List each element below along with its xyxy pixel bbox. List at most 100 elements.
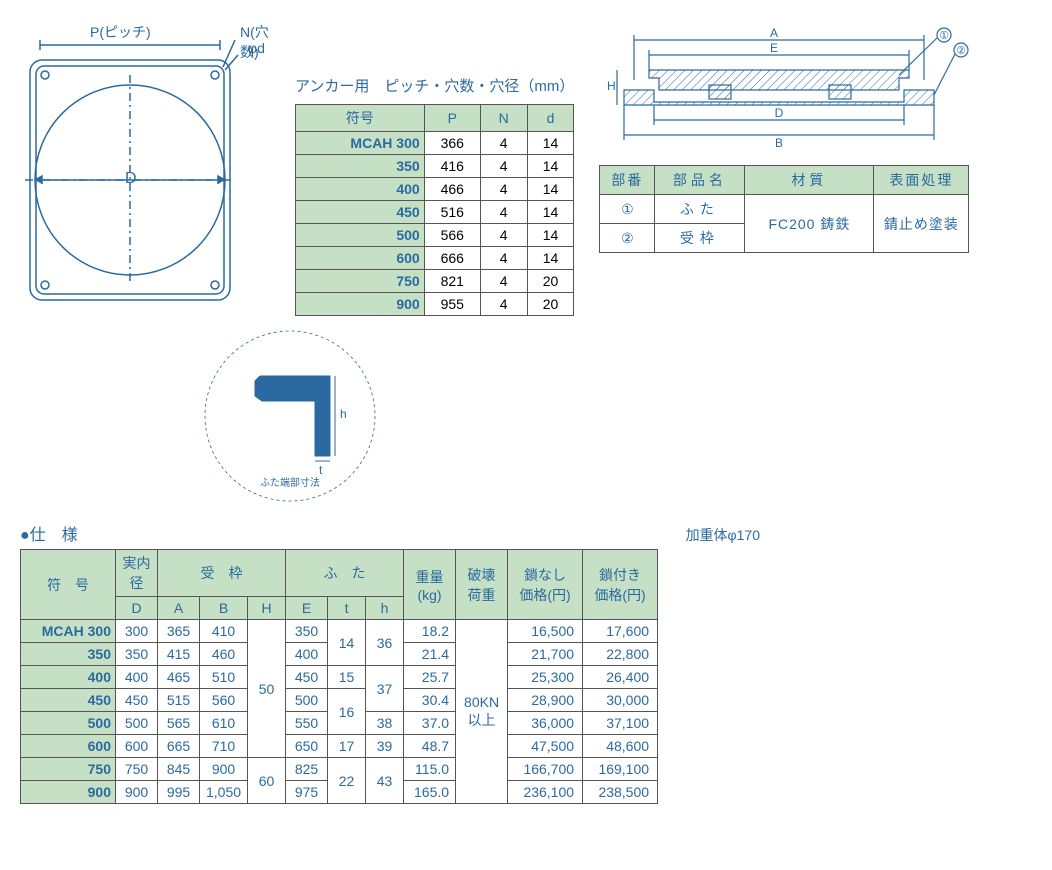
spec-row-p2: 22,800 (583, 643, 658, 666)
spec-h-break: 破壊 荷重 (456, 550, 508, 620)
spec-row-B: 900 (200, 758, 248, 781)
spec-row-weight: 18.2 (404, 620, 456, 643)
callout-2: ② (956, 45, 966, 57)
label-phi-d: φd (248, 40, 265, 56)
anchor-row-d: 14 (527, 178, 574, 201)
spec-row-E: 500 (286, 689, 328, 712)
anchor-row-code: 500 (296, 224, 425, 247)
spec-row-D: 500 (116, 712, 158, 735)
anchor-row-N: 4 (480, 178, 527, 201)
anchor-row-P: 516 (424, 201, 480, 224)
anchor-h-d: d (527, 105, 574, 132)
spec-row-B: 510 (200, 666, 248, 689)
spec-row-code: 350 (21, 643, 116, 666)
spec-h-D: D (116, 597, 158, 620)
detail-svg: h t ふた端部寸法 (200, 326, 380, 506)
spec-h-lid: ふ た (286, 550, 404, 597)
spec-row-A: 845 (158, 758, 200, 781)
anchor-h-code: 符号 (296, 105, 425, 132)
spec-h-inner: 実内径 (116, 550, 158, 597)
anchor-h-n: N (480, 105, 527, 132)
anchor-row-P: 366 (424, 132, 480, 155)
anchor-row-P: 466 (424, 178, 480, 201)
spec-h-E: E (286, 597, 328, 620)
anchor-row-d: 20 (527, 270, 574, 293)
spec-row-B: 1,050 (200, 781, 248, 804)
spec-row-p2: 30,000 (583, 689, 658, 712)
anchor-column: アンカー用 ピッチ・穴数・穴径（mm） 符号 P N d MCAH 300366… (295, 20, 574, 316)
spec-h-p1: 鎖なし 価格(円) (508, 550, 583, 620)
spec-row-code: 450 (21, 689, 116, 712)
spec-row-h: 43 (366, 758, 404, 804)
spec-row-B: 560 (200, 689, 248, 712)
spec-row-t: 17 (328, 735, 366, 758)
spec-row-p1: 16,500 (508, 620, 583, 643)
anchor-row-d: 14 (527, 201, 574, 224)
anchor-row-d: 14 (527, 247, 574, 270)
callout-1: ① (939, 30, 949, 42)
spec-row-t: 14 (328, 620, 366, 666)
spec-row-break: 80KN 以上 (456, 620, 508, 804)
anchor-row-P: 416 (424, 155, 480, 178)
anchor-row-N: 4 (480, 155, 527, 178)
anchor-row-code: 450 (296, 201, 425, 224)
spec-header: ●仕 様 加重体φ170 (20, 521, 760, 545)
spec-row-D: 600 (116, 735, 158, 758)
anchor-row-N: 4 (480, 132, 527, 155)
spec-row-p2: 169,100 (583, 758, 658, 781)
spec-row-p2: 238,500 (583, 781, 658, 804)
spec-row-p2: 26,400 (583, 666, 658, 689)
parts-name-2: 受枠 (655, 224, 745, 253)
spec-row-code: 400 (21, 666, 116, 689)
top-section: P(ピッチ) N(穴数) φd D (20, 20, 1032, 316)
spec-row-A: 665 (158, 735, 200, 758)
detail-h: h (340, 407, 347, 421)
anchor-title: アンカー用 ピッチ・穴数・穴径（mm） (295, 75, 574, 96)
spec-row-t: 15 (328, 666, 366, 689)
dim-H: H (607, 79, 616, 93)
anchor-row-P: 566 (424, 224, 480, 247)
anchor-row-N: 4 (480, 270, 527, 293)
parts-no-1: ① (600, 195, 655, 224)
spec-weight-note: 加重体φ170 (686, 525, 760, 545)
top-view-diagram: P(ピッチ) N(穴数) φd D (20, 20, 270, 310)
spec-h-weight: 重量 (kg) (404, 550, 456, 620)
spec-row-D: 400 (116, 666, 158, 689)
spec-row-B: 410 (200, 620, 248, 643)
spec-row-A: 515 (158, 689, 200, 712)
spec-row-h: 39 (366, 735, 404, 758)
anchor-row-N: 4 (480, 201, 527, 224)
anchor-row-code: 750 (296, 270, 425, 293)
dim-E: E (770, 41, 778, 55)
spec-row-weight: 25.7 (404, 666, 456, 689)
spec-row-A: 365 (158, 620, 200, 643)
anchor-row-d: 14 (527, 224, 574, 247)
anchor-row-code: MCAH 300 (296, 132, 425, 155)
spec-row-h: 38 (366, 712, 404, 735)
anchor-row-code: 900 (296, 293, 425, 316)
anchor-row-d: 14 (527, 132, 574, 155)
spec-h-p2: 鎖付き 価格(円) (583, 550, 658, 620)
parts-material: FC200 鋳鉄 (745, 195, 874, 253)
spec-row-weight: 21.4 (404, 643, 456, 666)
label-d-dim: D (125, 170, 137, 188)
spec-h-A: A (158, 597, 200, 620)
spec-row-D: 450 (116, 689, 158, 712)
spec-row-B: 610 (200, 712, 248, 735)
spec-h-t: t (328, 597, 366, 620)
spec-row-E: 825 (286, 758, 328, 781)
spec-h-H: H (248, 597, 286, 620)
spec-row-p1: 36,000 (508, 712, 583, 735)
parts-no-2: ② (600, 224, 655, 253)
detail-caption: ふた端部寸法 (260, 476, 320, 489)
parts-name-1: ふた (655, 195, 745, 224)
spec-row-E: 550 (286, 712, 328, 735)
spec-row-E: 650 (286, 735, 328, 758)
spec-row-h: 36 (366, 620, 404, 666)
anchor-table: 符号 P N d MCAH 30036641435041641440046641… (295, 104, 574, 316)
spec-row-h: 37 (366, 666, 404, 712)
anchor-row-code: 600 (296, 247, 425, 270)
anchor-row-d: 14 (527, 155, 574, 178)
label-p: P(ピッチ) (90, 22, 151, 42)
spec-row-H: 50 (248, 620, 286, 758)
